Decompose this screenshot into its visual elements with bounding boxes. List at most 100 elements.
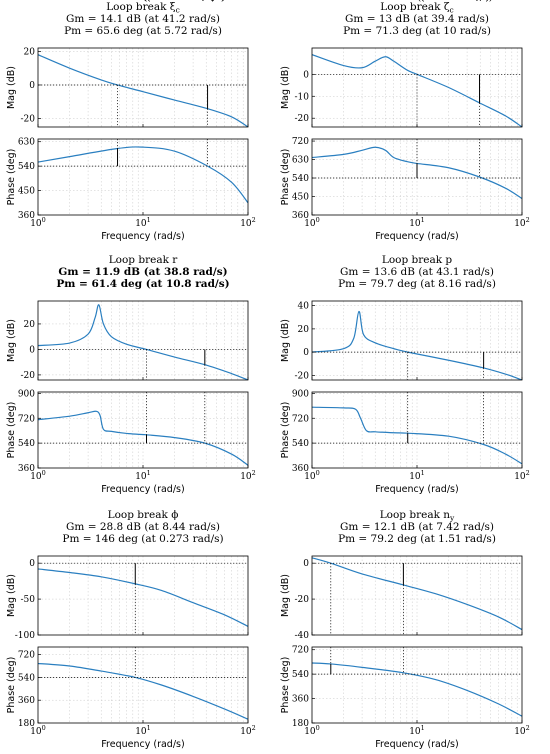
margin-metric: Dm = 0.099 s (at 10.8 rad/s) [60,0,226,3]
y-tick-label: 900 [18,389,35,399]
x-tick-label: 101 [135,724,151,737]
x-tick-label: 102 [240,469,256,482]
y-axis-label: Phase (deg) [280,149,291,206]
margin-metric: Dm = 0.170 s (at 8.2 rad/s) [345,0,490,3]
x-tick-label: 102 [240,724,256,737]
x-axis-label: Frequency (rad/s) [101,739,184,750]
x-axis-label: Frequency (rad/s) [375,739,458,750]
y-tick-label: 360 [18,696,35,706]
x-tick-label: 101 [409,216,425,229]
y-tick-label: 360 [18,464,35,474]
y-tick-label: 720 [292,137,309,147]
y-axis-label: Mag (dB) [280,66,291,109]
y-tick-label: 20 [24,320,36,330]
response-curve [312,310,522,380]
y-tick-label: 360 [292,464,309,474]
y-axis-label: Mag (dB) [6,66,17,109]
y-tick-label: 0 [29,559,35,569]
y-axis-label: Phase (deg) [280,657,291,714]
response-curve [38,662,248,720]
y-tick-label: 540 [18,439,35,449]
response-curve [38,146,248,204]
mag-panel-3: 20 0 -20 Mag (dB) [6,300,249,381]
y-tick-label: 630 [18,138,35,148]
margin-metric: Pm = 65.6 deg (at 5.72 rad/s) [64,25,222,37]
y-tick-label: 180 [292,719,309,729]
y-tick-label: 630 [292,156,309,166]
y-tick-label: 900 [292,389,309,399]
mag-panel-4: 40 20 0 -20 Mag (dB) [280,300,523,381]
margin-metric: Pm = 61.4 deg (at 10.8 rad/s) [56,278,229,290]
response-curve [312,54,522,127]
y-tick-label: 0 [303,559,309,569]
bode-plot-3: Loop break rGm = 11.9 dB (at 38.8 rad/s)… [6,0,256,495]
response-curve [312,146,522,200]
response-curve [312,662,522,717]
response-curve [38,568,248,627]
margin-metric: Dm = 0.200 s (at 5.7 rad/s) [71,0,216,3]
y-tick-label: 0 [303,348,309,358]
y-tick-label: 40 [298,302,310,312]
margin-metric: Gm = 13.6 dB (at 43.1 rad/s) [340,266,494,278]
y-tick-label: 720 [292,646,309,656]
x-tick-label: 100 [304,216,320,229]
y-axis-label: Mag (dB) [6,319,17,362]
x-tick-label: 101 [409,469,425,482]
chart-title: Loop break ϕ [108,509,179,521]
x-axis-label: Frequency (rad/s) [101,231,184,242]
x-tick-label: 100 [30,724,46,737]
y-axis-label: Mag (dB) [6,574,17,617]
y-tick-label: 180 [18,719,35,729]
y-tick-label: 540 [18,673,35,683]
y-tick-label: 720 [18,651,35,661]
x-axis-label: Frequency (rad/s) [375,231,458,242]
x-tick-label: 102 [514,724,530,737]
mag-panel-2: 0 -10 -20 Mag (dB) [280,47,523,128]
margin-metric: Dm = 9.326 s (at 0.3 rad/s) [71,0,216,3]
y-tick-label: -20 [21,115,36,125]
x-tick-label: 100 [30,469,46,482]
response-curve [312,406,522,465]
margin-metric: Gm = 14.1 dB (at 41.2 rad/s) [66,13,220,25]
y-tick-label: 0 [303,70,309,80]
y-tick-label: 0 [29,81,35,91]
y-tick-label: 540 [18,162,35,172]
x-tick-label: 102 [240,216,256,229]
y-tick-label: -100 [15,631,35,641]
x-tick-label: 101 [135,469,151,482]
y-tick-label: 450 [18,187,35,197]
mag-panel-6: 0 -20 -40 Mag (dB) [280,555,523,641]
x-tick-label: 101 [409,724,425,737]
margin-metric: Pm = 146 deg (at 0.273 rad/s) [62,533,223,545]
y-tick-label: -40 [295,631,310,641]
x-tick-label: 100 [304,724,320,737]
y-tick-label: 540 [292,174,309,184]
y-tick-label: 450 [292,193,309,203]
mag-panel-1: 20 0 -20 Mag (dB) [6,47,249,128]
y-tick-label: 20 [24,47,36,57]
margin-metric: Gm = 28.8 dB (at 8.44 rad/s) [66,521,220,533]
margin-metric: Gm = 13 dB (at 39.4 rad/s) [345,13,489,25]
y-tick-label: 360 [292,211,309,221]
x-tick-label: 102 [514,216,530,229]
margin-metric: Pm = 79.2 deg (at 1.51 rad/s) [338,533,496,545]
y-tick-label: 20 [298,325,310,335]
bode-plot-5: Loop break ϕGm = 28.8 dB (at 8.44 rad/s)… [6,0,256,750]
y-tick-label: -20 [295,371,310,381]
y-axis-label: Phase (deg) [6,402,17,459]
x-tick-label: 100 [304,469,320,482]
chart-title: Loop break ny [380,509,455,523]
y-tick-label: -50 [21,595,36,605]
y-tick-label: 540 [292,670,309,680]
y-tick-label: -20 [295,114,310,124]
mag-panel-5: 0 -50 -100 Mag (dB) [6,555,249,641]
margin-metric: Gm = 11.9 dB (at 38.8 rad/s) [58,266,227,278]
